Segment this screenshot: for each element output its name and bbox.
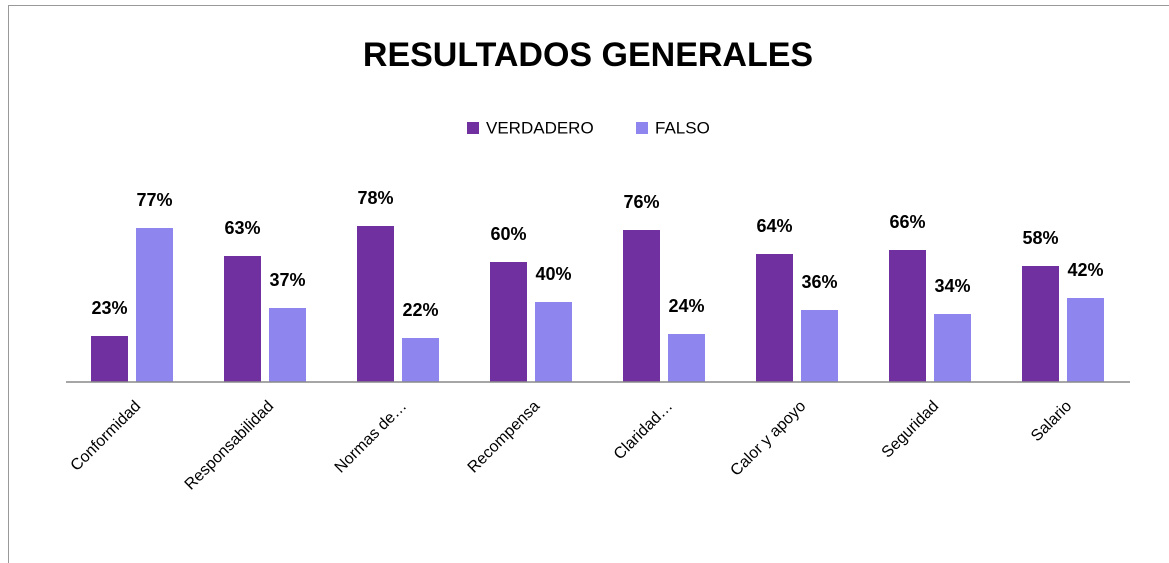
bar (623, 230, 660, 382)
bar (136, 228, 173, 382)
chart-title: RESULTADOS GENERALES (363, 36, 813, 74)
legend-label: VERDADERO (486, 118, 594, 137)
data-label: 60% (490, 224, 526, 244)
data-label: 24% (668, 296, 704, 316)
bar (1067, 298, 1104, 382)
x-tick-label: Responsabilidad (182, 398, 278, 494)
data-label: 58% (1022, 228, 1058, 248)
bar (889, 250, 926, 382)
legend-swatch (636, 122, 648, 134)
data-label: 63% (224, 218, 260, 238)
data-label: 64% (756, 216, 792, 236)
bar (668, 334, 705, 382)
bar (91, 336, 128, 382)
data-label: 23% (91, 298, 127, 318)
data-label: 37% (269, 270, 305, 290)
data-label: 34% (934, 276, 970, 296)
x-tick-label: Normas de… (332, 398, 411, 477)
bar (224, 256, 261, 382)
bar (402, 338, 439, 382)
data-label: 42% (1067, 260, 1103, 280)
bar (801, 310, 838, 382)
data-label: 76% (623, 192, 659, 212)
x-tick-label: Calor y apoyo (727, 398, 809, 480)
bar (756, 254, 793, 382)
bar (269, 308, 306, 382)
bar (1022, 266, 1059, 382)
legend-swatch (467, 122, 479, 134)
x-tick-label: Recompensa (465, 398, 544, 477)
data-label: 78% (357, 188, 393, 208)
data-label: 66% (889, 212, 925, 232)
data-label: 77% (136, 190, 172, 210)
data-label: 36% (801, 272, 837, 292)
bar (535, 302, 572, 382)
x-tick-label: Claridad… (611, 398, 676, 463)
bar (357, 226, 394, 382)
x-tick-label: Conformidad (68, 398, 145, 475)
chart-border (8, 5, 1169, 563)
bar (490, 262, 527, 382)
data-label: 40% (535, 264, 571, 284)
data-label: 22% (402, 300, 438, 320)
legend-label: FALSO (655, 118, 710, 137)
x-tick-label: Salario (1028, 398, 1075, 445)
x-tick-label: Seguridad (879, 398, 943, 462)
bar (934, 314, 971, 382)
